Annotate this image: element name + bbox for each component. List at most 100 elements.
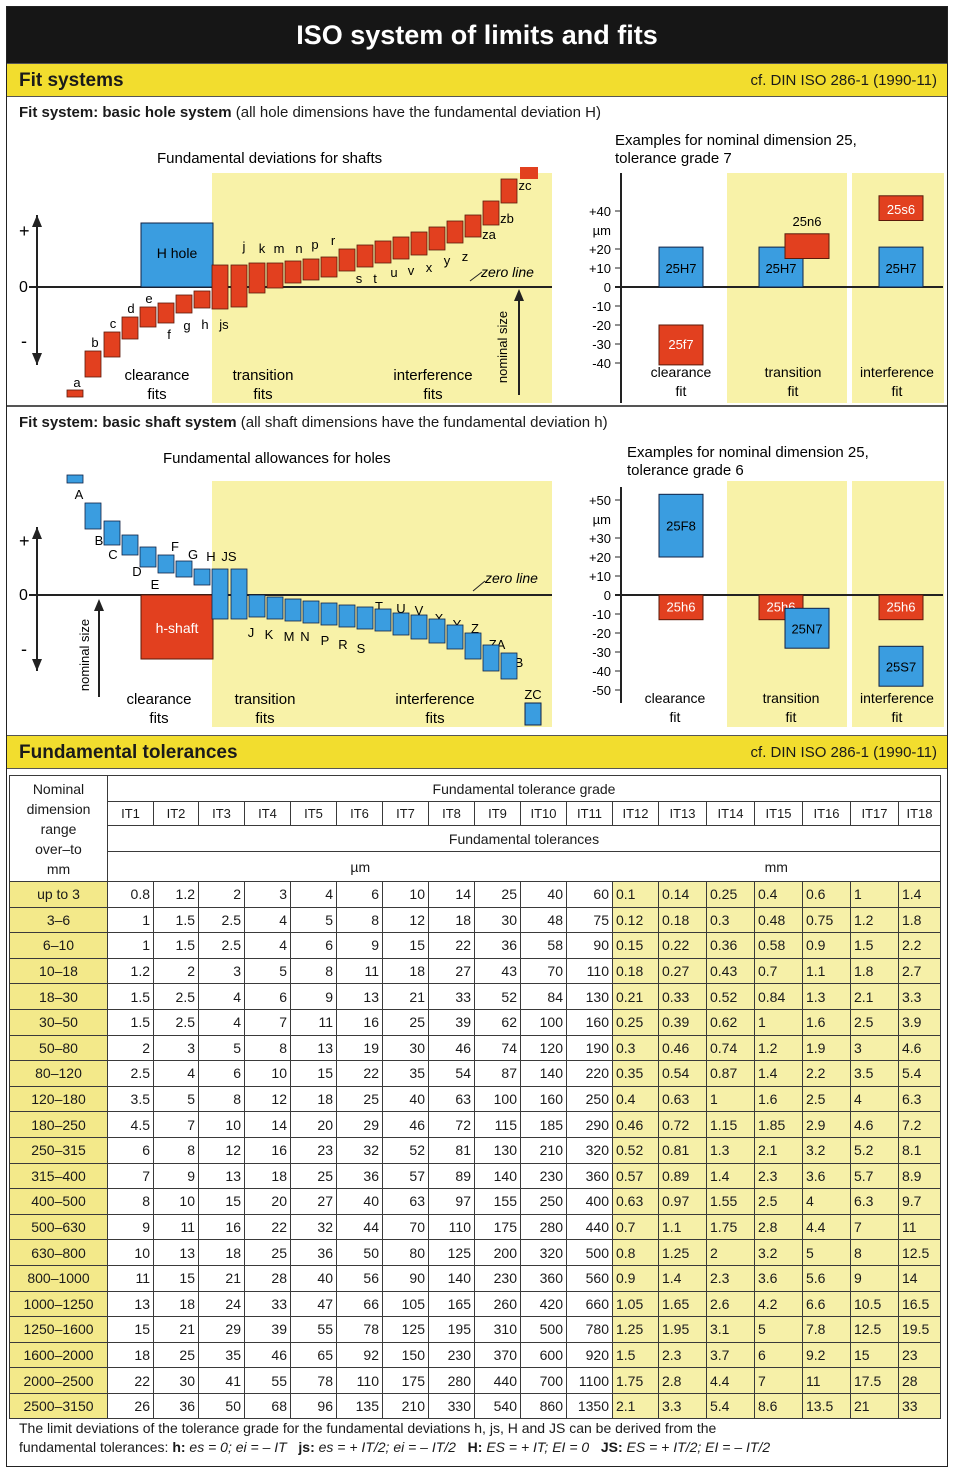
example-fit-sublabel-0: fit <box>676 383 687 399</box>
zone-label-0: clearance <box>124 367 189 384</box>
tolerance-cell: 1.2 <box>754 1034 803 1062</box>
h-hole-label: H hole <box>157 245 198 261</box>
scale-tick-label: -20 <box>592 318 611 333</box>
table-row: 1000–1250 13 18 24 33 47 66 105 165 260 420 660 1.05… <box>9 1290 941 1318</box>
shaft-bar-p <box>302 258 320 281</box>
zero-line-pointer <box>469 271 483 282</box>
zero-sign: 0 <box>19 279 28 296</box>
plus-sign: + <box>19 531 30 551</box>
tolerance-cell: 0.97 <box>658 1188 707 1215</box>
tolerance-cell: 1.8 <box>850 957 899 985</box>
tolerance-cell: 5 <box>290 906 337 934</box>
tolerance-cell: 3.6 <box>802 1162 851 1190</box>
dimension-range-cell: 1600–2000 <box>9 1341 108 1369</box>
footnote-JS-text: ES = + IT/2; EI = – IT/2 <box>622 1439 771 1455</box>
tolerance-cell: 33 <box>428 983 475 1010</box>
tolerance-cell: 6.6 <box>802 1290 851 1318</box>
tolerance-cell: 50 <box>198 1392 245 1420</box>
header-line: mm <box>46 860 71 877</box>
hole-bar-D <box>121 534 139 556</box>
tolerance-cell: 10 <box>198 1111 245 1138</box>
tolerance-cell: 0.7 <box>754 957 803 985</box>
shaft-letter-f: f <box>167 327 171 342</box>
tolerance-cell: 0.63 <box>658 1085 707 1113</box>
tolerance-cell: 22 <box>107 1367 154 1394</box>
tolerance-cell: 6 <box>336 881 383 908</box>
zone-sublabel-0: fits <box>147 386 166 403</box>
tolerance-cell: 0.36 <box>706 932 755 959</box>
tolerance-cell: 58 <box>520 932 567 959</box>
tolerance-cell: 1.5 <box>107 1008 154 1036</box>
tolerance-cell: 21 <box>153 1316 199 1343</box>
tolerance-cell: 0.74 <box>706 1034 755 1062</box>
footnote-h-text: es = 0; ei = – IT <box>185 1439 287 1455</box>
shaft-bar-zc-top <box>520 167 538 179</box>
tolerance-cell: 7.2 <box>898 1111 941 1138</box>
tolerance-cell: 96 <box>290 1392 337 1420</box>
tolerance-cell: 46 <box>382 1111 429 1138</box>
tolerance-cell: 110 <box>566 957 613 985</box>
shaft-bar-x <box>410 231 428 256</box>
tolerance-cell: 3.5 <box>107 1085 154 1113</box>
tolerance-cell: 15 <box>382 932 429 959</box>
dimension-range-cell: 18–30 <box>9 983 108 1010</box>
tolerance-cell: 4 <box>198 1008 245 1036</box>
shaft-letter-u: u <box>390 265 397 280</box>
tolerance-cell: 2.3 <box>658 1341 707 1369</box>
minus-sign: - <box>21 639 27 659</box>
tolerance-cell: 21 <box>198 1264 245 1292</box>
header-line: over–to <box>35 840 82 857</box>
tolerance-cell: 1.4 <box>754 1060 803 1087</box>
nominal-size-label: nominal size <box>77 619 92 691</box>
shaft-bar-n <box>284 260 302 284</box>
tolerance-cell: 175 <box>382 1367 429 1394</box>
tolerance-cell: 2.3 <box>754 1162 803 1190</box>
grade-header-it3: IT3 <box>198 801 245 826</box>
example-hole-box-0 <box>658 493 704 558</box>
tolerance-cell: 1.6 <box>754 1085 803 1113</box>
tolerance-cell: 160 <box>566 1008 613 1036</box>
hole-letter-F: F <box>171 539 179 554</box>
zone-sublabel-2: fits <box>425 710 444 727</box>
tolerance-cell: 440 <box>474 1367 521 1394</box>
dimension-range-cell: 50–80 <box>9 1034 108 1062</box>
shaft-letter-n: n <box>295 241 302 256</box>
tolerance-cell: 0.87 <box>706 1060 755 1087</box>
hole-bar-A <box>66 474 84 484</box>
tolerance-cell: 1.95 <box>658 1316 707 1343</box>
h-shaft-box <box>140 594 214 660</box>
tolerance-cell: 70 <box>520 957 567 985</box>
tolerance-cell: 25 <box>382 1008 429 1036</box>
tolerance-cell: 16 <box>336 1008 383 1036</box>
tolerance-cell: 11 <box>153 1213 199 1241</box>
tolerance-cell: 14 <box>898 1264 941 1292</box>
tolerance-cell: 20 <box>244 1188 291 1215</box>
shaft-bar-z <box>446 220 464 244</box>
scale-tick-label: -20 <box>592 626 611 641</box>
hole-bar-N <box>284 598 302 622</box>
scale-tick-label: -30 <box>592 645 611 660</box>
tolerance-cell: 1350 <box>566 1392 613 1420</box>
tolerance-cell: 52 <box>474 983 521 1010</box>
hole-bar-ZB <box>482 644 500 672</box>
tolerance-cell: 28 <box>898 1367 941 1394</box>
tolerance-cell: 52 <box>382 1136 429 1164</box>
tolerance-cell: 4 <box>153 1060 199 1087</box>
hole-bar-T <box>356 606 374 630</box>
nominal-size-arrow <box>514 289 524 301</box>
tolerance-cell: 0.57 <box>612 1162 659 1190</box>
hole-bar-V <box>392 612 410 636</box>
tolerance-cell: 5.7 <box>850 1162 899 1190</box>
shaft-bar-t <box>356 244 374 268</box>
tolerance-cell: 1.05 <box>612 1290 659 1318</box>
tolerance-cell: 2.1 <box>850 983 899 1010</box>
footnote: The limit deviations of the tolerance gr… <box>19 1419 939 1457</box>
tolerance-cell: 74 <box>474 1034 521 1062</box>
hole-letter-G: G <box>188 547 198 562</box>
dimension-range-cell: 250–315 <box>9 1136 108 1164</box>
hole-bar-U <box>374 608 392 632</box>
tolerance-cell: 40 <box>336 1188 383 1215</box>
shaft-letter-k: k <box>259 241 266 256</box>
dimension-range-cell: 80–120 <box>9 1060 108 1087</box>
example-fit-label-0: clearance <box>645 690 706 706</box>
